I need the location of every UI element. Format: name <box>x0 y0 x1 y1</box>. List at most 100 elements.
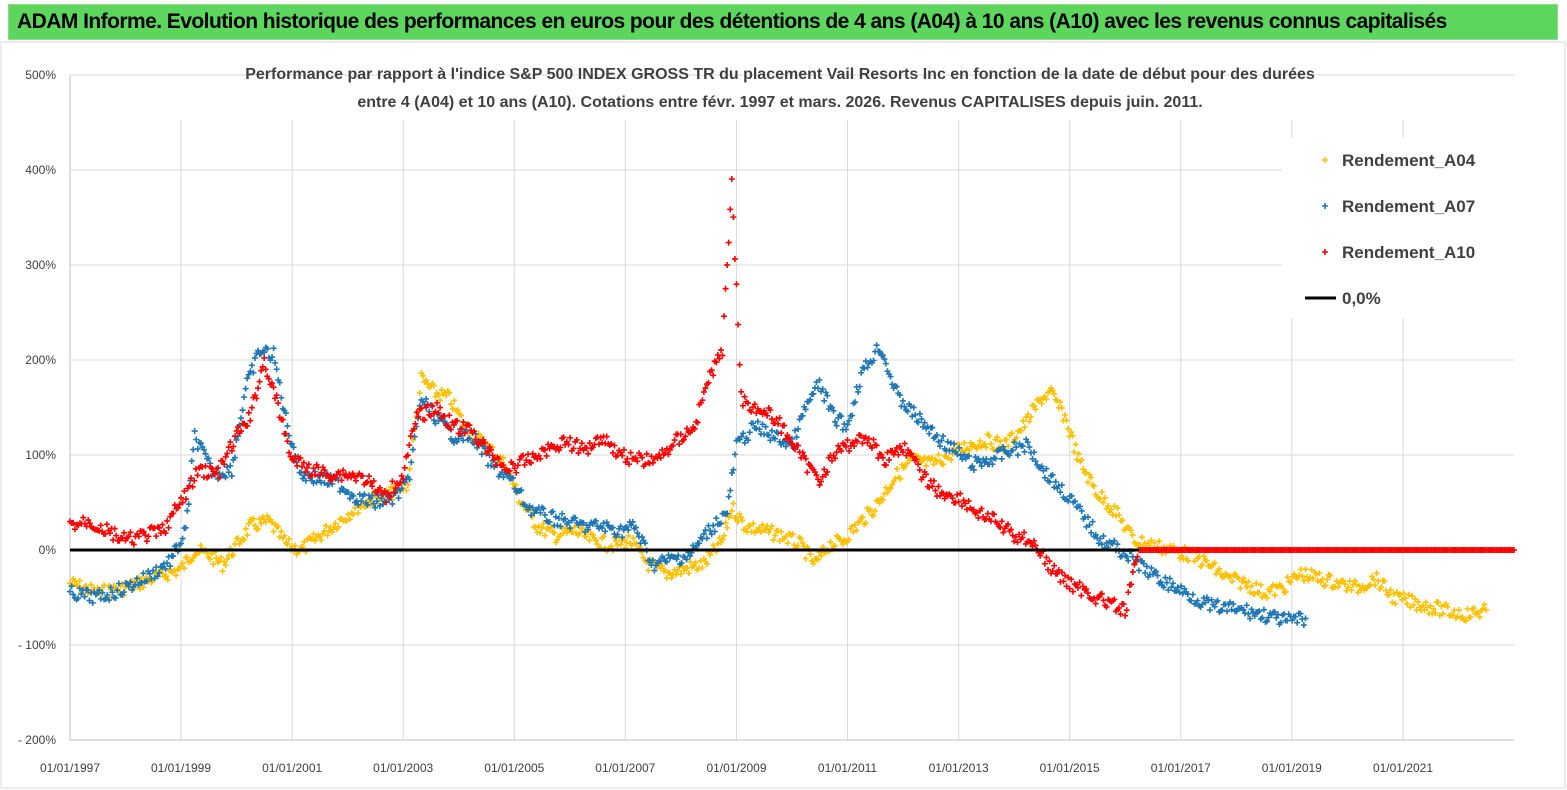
data-point <box>1170 580 1177 587</box>
data-point <box>248 362 255 369</box>
data-point <box>193 436 200 443</box>
data-point <box>886 456 893 463</box>
data-point <box>1408 592 1415 599</box>
data-point <box>1193 600 1200 607</box>
data-point <box>1166 575 1173 582</box>
data-point <box>1100 499 1107 506</box>
data-point <box>1444 603 1451 610</box>
data-point <box>318 469 325 476</box>
data-point <box>143 577 150 584</box>
data-point <box>776 414 783 421</box>
data-point <box>1390 590 1397 597</box>
data-point <box>189 483 196 490</box>
data-point <box>1071 449 1078 456</box>
x-tick-label: 01/01/2001 <box>262 761 322 775</box>
data-point <box>1006 452 1013 459</box>
x-tick-label: 01/01/2009 <box>706 761 766 775</box>
data-point <box>684 565 691 572</box>
data-point <box>724 510 731 517</box>
data-point <box>609 524 616 531</box>
data-point <box>1063 583 1070 590</box>
data-point <box>251 354 258 361</box>
data-point <box>929 455 936 462</box>
data-point <box>1013 434 1020 441</box>
data-point <box>957 490 964 497</box>
data-point <box>275 400 282 407</box>
data-point <box>1128 581 1135 588</box>
data-point <box>347 495 354 502</box>
x-tick-label: 01/01/1999 <box>151 761 211 775</box>
data-point <box>551 529 558 536</box>
data-point <box>548 524 555 531</box>
data-point <box>1148 537 1155 544</box>
data-point <box>89 599 96 606</box>
data-point <box>670 442 677 449</box>
x-tick-label: 01/01/2007 <box>595 761 655 775</box>
data-point <box>355 510 362 517</box>
data-point <box>909 413 916 420</box>
data-point <box>1055 567 1062 574</box>
data-point <box>194 445 201 452</box>
data-point <box>905 446 912 453</box>
data-point <box>1427 602 1434 609</box>
data-point <box>1403 600 1410 607</box>
data-point <box>738 433 745 440</box>
data-point <box>1061 411 1068 418</box>
data-point <box>1080 466 1087 473</box>
data-point <box>1282 588 1289 595</box>
data-point <box>1095 540 1102 547</box>
data-point <box>617 541 624 548</box>
data-point <box>150 567 157 574</box>
y-tick-label: 400% <box>25 163 56 177</box>
data-point <box>824 468 831 475</box>
data-point <box>1132 558 1139 565</box>
data-point <box>1088 529 1095 536</box>
data-point <box>250 369 257 376</box>
data-point <box>552 513 559 520</box>
data-point <box>753 410 760 417</box>
data-point <box>962 500 969 507</box>
data-point <box>390 489 397 496</box>
data-point <box>851 442 858 449</box>
legend-label: 0,0% <box>1342 289 1381 308</box>
data-point <box>537 509 544 516</box>
data-point <box>488 446 495 453</box>
data-point <box>106 597 113 604</box>
data-point <box>708 367 715 374</box>
data-point <box>1084 479 1091 486</box>
data-point <box>686 553 693 560</box>
data-point <box>222 562 229 569</box>
data-point <box>600 533 607 540</box>
data-point <box>1160 584 1167 591</box>
data-point <box>367 479 374 486</box>
data-point <box>1287 579 1294 586</box>
data-point <box>582 528 589 535</box>
data-point <box>700 530 707 537</box>
data-point <box>276 379 283 386</box>
data-point <box>312 537 319 544</box>
data-point <box>270 345 277 352</box>
data-point <box>1372 582 1379 589</box>
data-point <box>884 489 891 496</box>
data-point <box>666 570 673 577</box>
data-point <box>716 534 723 541</box>
data-point <box>1008 430 1015 437</box>
data-point <box>427 413 434 420</box>
data-point <box>567 525 574 532</box>
data-point <box>165 524 172 531</box>
data-point <box>76 577 83 584</box>
data-point <box>757 529 764 536</box>
data-point <box>205 473 212 480</box>
data-point <box>261 349 268 356</box>
data-point <box>245 409 252 416</box>
data-point <box>1178 583 1185 590</box>
data-point <box>1476 613 1483 620</box>
data-point <box>741 439 748 446</box>
data-point <box>851 521 858 528</box>
data-point <box>714 540 721 547</box>
data-point <box>1032 406 1039 413</box>
data-point <box>176 501 183 508</box>
data-point <box>632 524 639 531</box>
data-point <box>1240 575 1247 582</box>
data-point <box>1216 565 1223 572</box>
